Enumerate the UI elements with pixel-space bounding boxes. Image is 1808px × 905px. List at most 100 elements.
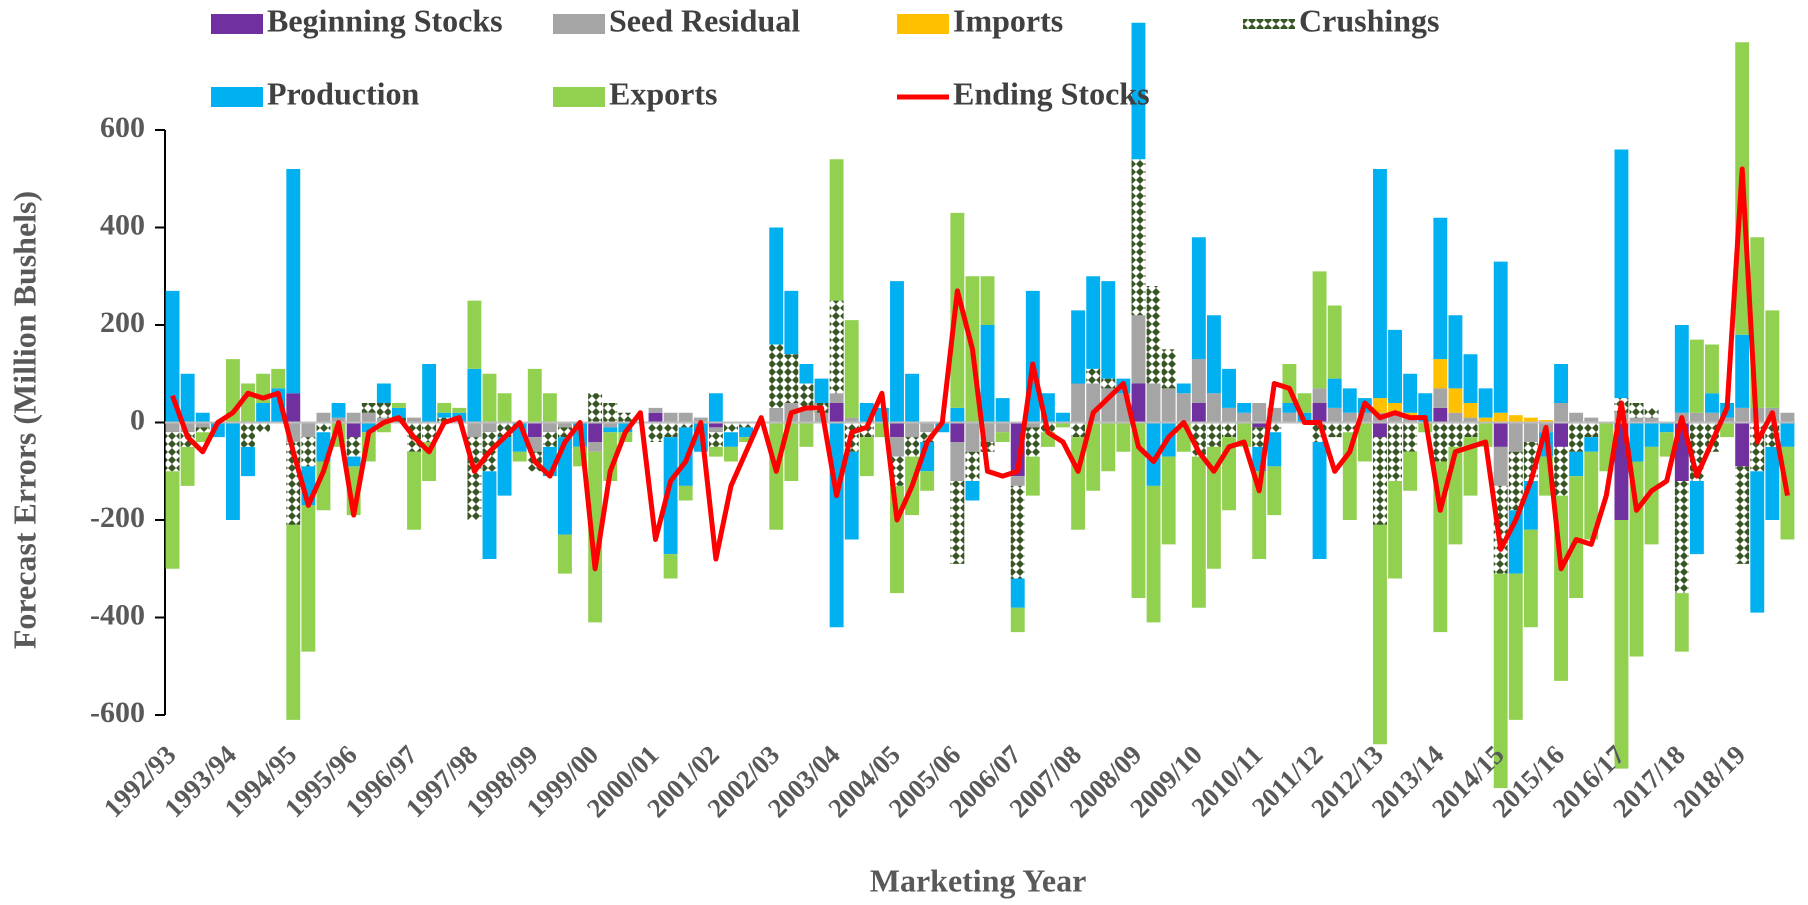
bar <box>331 403 346 418</box>
bar <box>950 442 965 481</box>
bar <box>1237 403 1252 413</box>
bar <box>361 412 376 423</box>
bar <box>1357 422 1372 462</box>
bar <box>1629 417 1644 423</box>
bar <box>618 412 633 423</box>
bar <box>1493 446 1508 486</box>
bar <box>1554 403 1569 423</box>
bar <box>905 373 920 423</box>
bar <box>1025 456 1040 496</box>
bar <box>1629 403 1644 418</box>
bar <box>1222 368 1236 408</box>
bar <box>1523 529 1538 628</box>
bar <box>1780 412 1795 423</box>
y-tick-label: 200 <box>100 306 145 339</box>
bar <box>603 427 618 433</box>
bar <box>1674 593 1689 652</box>
bar <box>1086 368 1101 384</box>
bar <box>482 373 497 423</box>
bar <box>1508 422 1523 452</box>
bar <box>1161 349 1176 389</box>
bar <box>588 422 603 442</box>
bar <box>739 437 754 442</box>
y-tick-label: 600 <box>100 111 145 144</box>
bar <box>1463 354 1478 403</box>
bar <box>1614 149 1629 399</box>
bar <box>1705 412 1719 423</box>
bar <box>1448 388 1463 413</box>
bar <box>1765 310 1780 408</box>
bar <box>1689 412 1704 423</box>
bar <box>1508 415 1523 423</box>
bar <box>829 300 844 394</box>
bar <box>467 422 482 438</box>
bar <box>1735 466 1750 564</box>
bar <box>1433 217 1448 360</box>
bar <box>1327 407 1342 423</box>
bar <box>316 422 331 433</box>
bar <box>1750 471 1765 613</box>
bar <box>1252 422 1267 428</box>
bar <box>1373 437 1387 525</box>
x-axis-title: Marketing Year <box>870 862 1087 898</box>
bar <box>844 451 859 540</box>
bar <box>165 290 180 423</box>
bar <box>1659 422 1674 433</box>
bar <box>663 412 678 423</box>
bar <box>769 344 784 408</box>
bar <box>361 422 376 433</box>
bar <box>195 412 210 423</box>
bar <box>407 451 421 530</box>
bar <box>1086 276 1101 369</box>
legend-swatch <box>211 14 263 34</box>
bar <box>1010 578 1025 608</box>
bar <box>1373 524 1387 745</box>
bar <box>301 505 316 652</box>
bar <box>1267 422 1282 433</box>
bar <box>1554 422 1569 447</box>
line <box>170 166 1790 572</box>
bar <box>1222 422 1236 438</box>
bar <box>980 442 995 452</box>
bar <box>1267 432 1282 467</box>
bar <box>1388 412 1402 423</box>
bar <box>301 437 316 467</box>
bar <box>663 422 678 438</box>
bar <box>1448 422 1463 447</box>
bar <box>497 393 512 423</box>
bar <box>165 422 180 433</box>
bar <box>1206 422 1221 447</box>
bar <box>346 456 361 467</box>
bar <box>1433 407 1448 423</box>
bar <box>1388 422 1402 481</box>
bar <box>769 407 784 423</box>
bar <box>376 422 391 433</box>
bar <box>588 393 603 423</box>
bar <box>1644 407 1659 418</box>
bar <box>1433 422 1448 462</box>
bar <box>1720 417 1735 423</box>
bar <box>391 403 406 408</box>
bar <box>452 407 467 413</box>
bar <box>588 442 603 452</box>
bar <box>346 422 361 438</box>
bar <box>1765 446 1780 520</box>
bar <box>678 412 693 423</box>
bar <box>542 393 557 423</box>
bar <box>1584 451 1599 540</box>
bar <box>965 451 980 481</box>
bar <box>995 422 1010 433</box>
bar <box>1025 422 1040 428</box>
bar <box>1705 344 1719 394</box>
bar <box>225 422 240 520</box>
legend-swatch <box>897 14 949 34</box>
bar <box>1252 403 1267 423</box>
bar <box>346 437 361 457</box>
bar <box>980 325 995 423</box>
bar <box>1493 573 1508 789</box>
bar <box>1388 329 1402 403</box>
bar <box>1433 359 1448 389</box>
bar <box>965 422 980 452</box>
bar <box>890 422 904 438</box>
